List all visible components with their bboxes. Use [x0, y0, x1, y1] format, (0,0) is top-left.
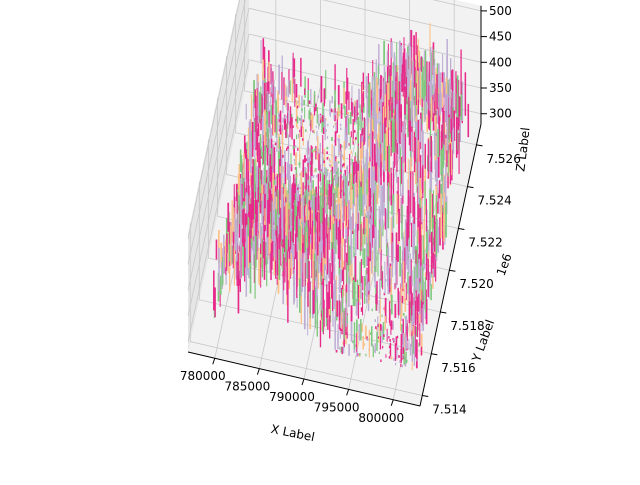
y-axis-offset-text: 1e6: [494, 252, 515, 278]
z-axis-label: Z Label: [513, 127, 532, 173]
grid-line: [187, 0, 241, 239]
y-tick-mark: [449, 269, 456, 272]
y-tick-mark: [422, 395, 429, 398]
x-tick-mark: [346, 389, 350, 396]
x-tick-mark: [256, 368, 260, 375]
y-tick-label: 7.516: [441, 361, 475, 375]
x-tick-mark: [390, 399, 394, 406]
x-tick-label: 795000: [314, 400, 360, 414]
grid-line: [190, 341, 423, 396]
grid-line: [187, 8, 250, 291]
axis-lines: [187, 5, 487, 407]
y-tick-label: 7.520: [459, 277, 493, 291]
y-tick-label: 7.524: [477, 194, 511, 208]
z-tick-label: 450: [489, 30, 512, 44]
y-tick-label: 7.526: [486, 152, 520, 166]
z-tick-label: 400: [489, 55, 512, 69]
y-tick-label: 7.522: [468, 235, 502, 249]
z-tick-label: 350: [489, 81, 512, 95]
y-axis-line: [419, 123, 482, 407]
x-axis-label: X Label: [270, 422, 316, 444]
y-tick-label: 7.514: [432, 403, 466, 417]
x-tick-label: 785000: [224, 380, 270, 394]
grid-line: [187, 33, 250, 317]
grid-line: [432, 0, 482, 12]
grid-line: [248, 7, 482, 63]
x-tick-mark: [212, 358, 216, 365]
y-tick-mark: [467, 186, 474, 189]
y-tick-label: 7.518: [450, 319, 484, 333]
grid-line: [187, 0, 246, 265]
y-tick-mark: [458, 227, 465, 230]
y-tick-mark: [476, 144, 483, 147]
x-tick-label: 780000: [180, 369, 226, 383]
z-tick-label: 500: [489, 4, 512, 18]
x-tick-label: 790000: [269, 390, 315, 404]
y-tick-mark: [440, 311, 447, 314]
x-tick-mark: [301, 378, 305, 386]
x-tick-label: 800000: [358, 411, 404, 425]
grid-line: [187, 59, 250, 342]
z-tick-label: 300: [489, 107, 512, 121]
y-tick-mark: [431, 353, 438, 356]
grid-line: [322, 0, 482, 37]
surface-plot: [213, 23, 470, 371]
